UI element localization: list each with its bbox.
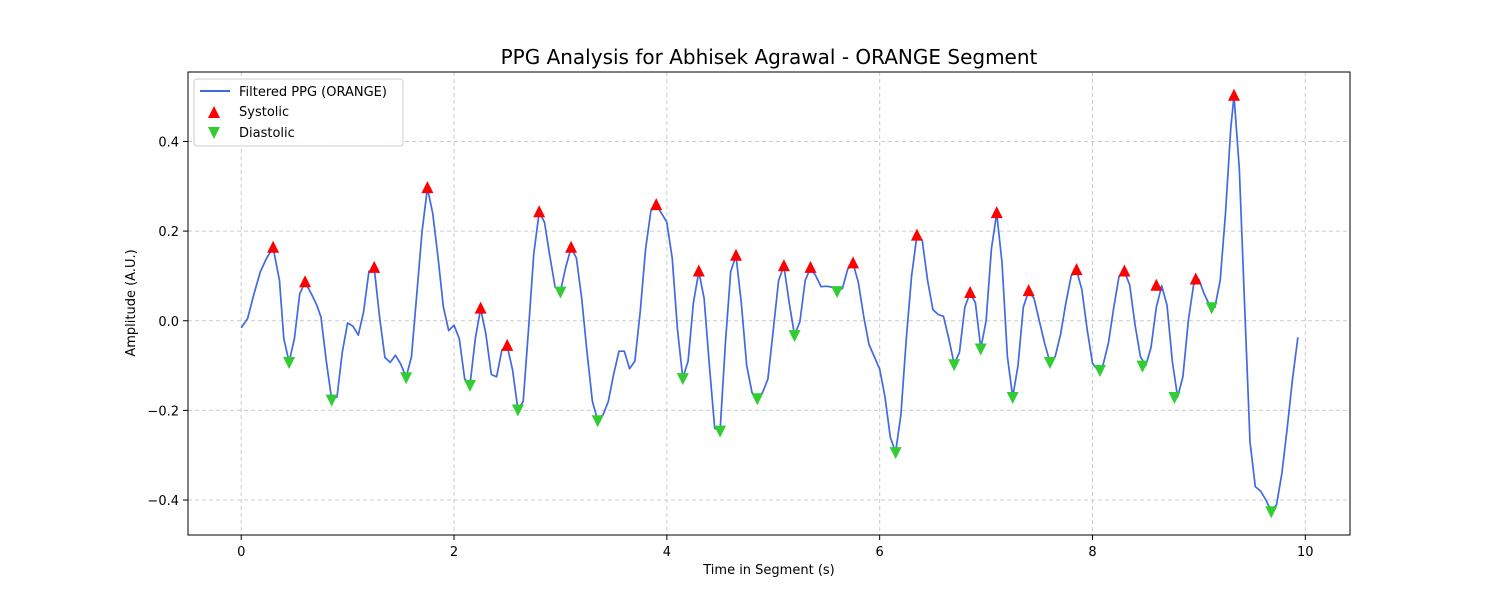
x-tick-label: 2 (450, 545, 458, 560)
legend-label-systolic: Systolic (239, 105, 289, 120)
x-tick-label: 10 (1297, 545, 1314, 560)
diastolic-marker (1093, 365, 1106, 378)
systolic-marker (964, 285, 977, 298)
diastolic-marker (974, 343, 987, 356)
systolic-marker (368, 260, 381, 273)
plot-frame (187, 71, 1351, 536)
diastolic-marker (511, 404, 524, 417)
systolic-marker (910, 228, 923, 241)
diastolic-marker (463, 379, 476, 392)
legend-label-filtered: Filtered PPG (ORANGE) (239, 85, 387, 100)
diastolic-marker (1136, 360, 1149, 373)
diastolic-marker (1265, 506, 1278, 519)
diastolic-marker (400, 372, 413, 385)
legend-box (193, 78, 404, 147)
systolic-marker (1070, 263, 1083, 276)
plot-area (240, 88, 1299, 519)
systolic-marker (692, 264, 705, 277)
x-tick-label: 0 (237, 545, 245, 560)
systolic-marker (730, 248, 743, 261)
legend-label-diastolic: Diastolic (239, 126, 295, 141)
systolic-marker (533, 205, 546, 218)
systolic-marker (565, 240, 578, 253)
diastolic-marker (1205, 302, 1218, 315)
x-tick-label: 8 (1088, 545, 1096, 560)
x-axis-label: Time in Segment (s) (702, 563, 834, 578)
y-tick-label: −0.2 (147, 404, 179, 419)
diastolic-marker (591, 415, 604, 428)
systolic-marker (847, 256, 860, 269)
systolic-marker (777, 259, 790, 272)
diastolic-marker (889, 447, 902, 460)
x-tick-label: 6 (876, 545, 884, 560)
systolic-marker (474, 301, 487, 314)
grid (188, 72, 1350, 535)
systolic-marker (1022, 284, 1035, 297)
systolic-marker (804, 260, 817, 273)
diastolic-marker (831, 286, 844, 299)
systolic-marker (1118, 264, 1131, 277)
diastolic-marker (1043, 356, 1056, 369)
diastolic-marker (788, 330, 801, 343)
diastolic-marker (948, 359, 961, 372)
diastolic-marker (554, 286, 567, 299)
diastolic-marker (1006, 391, 1019, 404)
diastolic-marker (1168, 391, 1181, 404)
axis-ticks: 0 2 4 6 8 10 −0.4 −0.2 0.0 0.2 0.4 (147, 135, 1313, 560)
diastolic-marker (325, 394, 338, 407)
legend-diastolic-icon (208, 127, 220, 139)
systolic-marker (501, 338, 514, 351)
systolic-marker (267, 240, 280, 253)
systolic-marker (299, 275, 312, 288)
legend-systolic-icon (208, 106, 220, 118)
diastolic-marker (283, 356, 296, 369)
systolic-marker (1228, 88, 1241, 101)
systolic-marker (421, 181, 434, 194)
legend: Filtered PPG (ORANGE) Systolic Diastolic (193, 78, 404, 147)
diastolic-marker (714, 425, 727, 438)
systolic-marker (1189, 272, 1202, 285)
diastolic-marker (676, 373, 689, 386)
y-tick-label: 0.2 (158, 225, 179, 240)
y-tick-label: −0.4 (147, 494, 179, 509)
systolic-marker (650, 198, 663, 211)
ppg-signal-line (240, 94, 1299, 513)
systolic-marker (990, 206, 1003, 219)
y-tick-label: 0.4 (158, 135, 179, 150)
x-tick-label: 4 (663, 545, 671, 560)
diastolic-marker (751, 393, 764, 406)
y-axis-label: Amplitude (A.U.) (124, 249, 139, 356)
chart-title: PPG Analysis for Abhisek Agrawal - ORANG… (501, 45, 1038, 69)
y-tick-label: 0.0 (158, 315, 179, 330)
systolic-marker (1150, 278, 1163, 291)
